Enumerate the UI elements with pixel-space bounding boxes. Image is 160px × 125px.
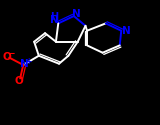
Text: N: N xyxy=(50,15,59,25)
Text: −: − xyxy=(7,50,15,58)
Text: O: O xyxy=(15,76,24,86)
Text: +: + xyxy=(25,57,31,66)
Text: N: N xyxy=(122,26,130,36)
Text: H: H xyxy=(50,12,58,22)
Text: N: N xyxy=(72,9,81,19)
Text: O: O xyxy=(2,52,11,62)
Text: N: N xyxy=(20,59,28,69)
